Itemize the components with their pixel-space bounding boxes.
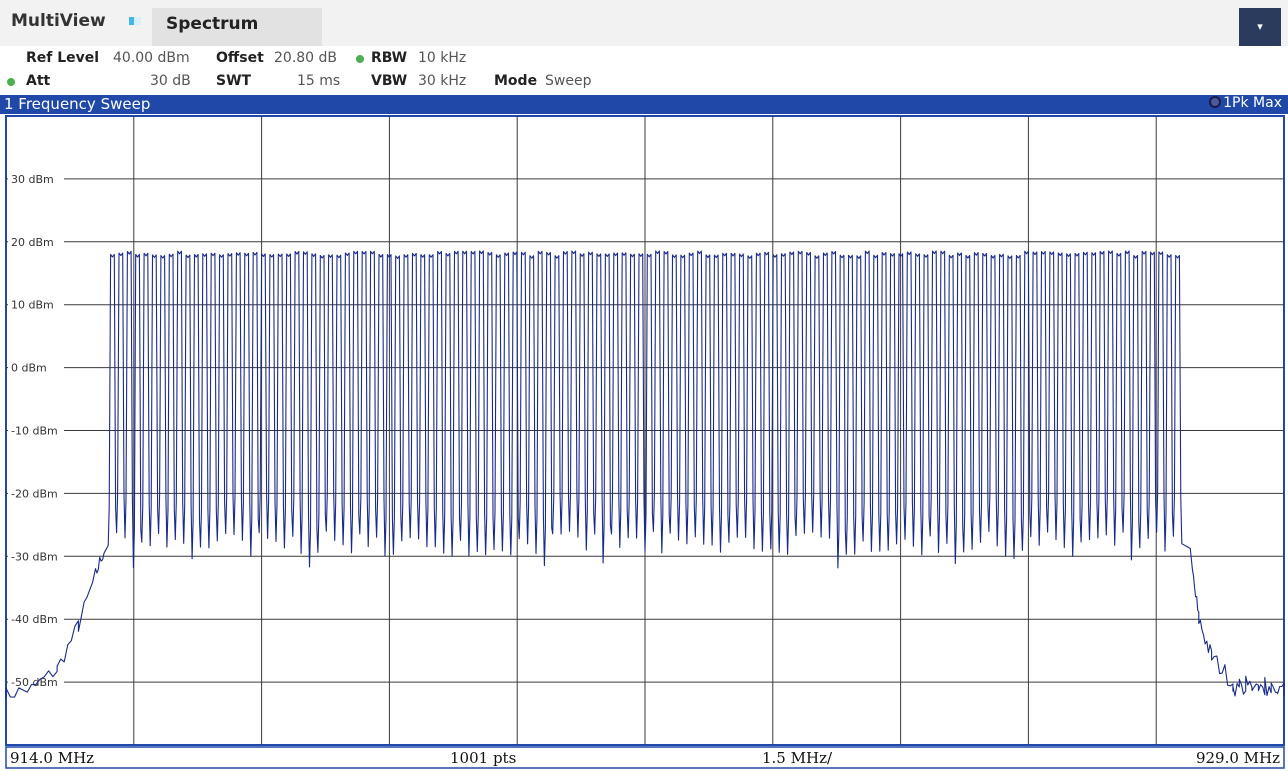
rbw-value[interactable]: 10 kHz — [418, 50, 467, 66]
y-tick-label: -20 dBm — [11, 487, 58, 500]
tick-label-bg — [8, 485, 64, 501]
ref-level-key: Ref Level — [26, 50, 100, 66]
offset-key: Offset — [216, 50, 264, 66]
mode-value[interactable]: Sweep — [545, 73, 592, 89]
y-tick-label: -50 dBm — [11, 676, 58, 689]
y-tick-label: 0 dBm — [11, 362, 47, 375]
tick-label-bg — [8, 170, 64, 186]
tick-label-bg — [8, 548, 64, 564]
y-tick-label: 30 dBm — [11, 173, 54, 186]
tick-label-bg — [8, 674, 64, 690]
top-toolbar: MultiView Spectrum ▾ — [0, 0, 1288, 46]
att-value[interactable]: 30 dB — [150, 73, 191, 89]
status-dot-icon — [7, 78, 15, 86]
y-tick-label: -10 dBm — [11, 425, 58, 438]
swt-key: SWT — [216, 73, 252, 89]
tick-label-bg — [8, 233, 64, 249]
trace-indicator[interactable]: 1Pk Max — [1209, 95, 1282, 111]
tab-spectrum[interactable]: Spectrum — [152, 8, 322, 46]
diagram-title: 1 Frequency Sweep — [4, 95, 151, 113]
mode-key: Mode — [494, 73, 538, 89]
y-tick-label: -30 dBm — [11, 550, 58, 563]
tick-label-bg — [8, 422, 64, 438]
y-tick-label: 20 dBm — [11, 236, 54, 249]
status-dot-icon — [356, 55, 364, 63]
y-tick-label: 10 dBm — [11, 299, 54, 312]
tick-label-bg — [8, 296, 64, 312]
multiview-window-icon[interactable] — [129, 17, 141, 25]
offset-value[interactable]: 20.80 dB — [274, 50, 338, 66]
trace-marker-icon — [1209, 96, 1222, 108]
settings-row-1: Ref Level 40.00 dBm Offset 20.80 dB RBW … — [0, 50, 1288, 70]
trace-label: 1Pk Max — [1223, 95, 1282, 111]
trace-1pk-max — [5, 250, 1285, 698]
y-tick-label: -40 dBm — [11, 613, 58, 626]
multiview-label[interactable]: MultiView — [11, 11, 106, 31]
chevron-down-icon: ▾ — [1257, 20, 1263, 33]
tick-label-bg — [8, 359, 64, 375]
footer-strip — [5, 746, 1285, 769]
rbw-key: RBW — [371, 50, 408, 66]
ref-level-value[interactable]: 40.00 dBm — [113, 50, 190, 66]
vbw-key: VBW — [371, 73, 408, 89]
tick-label-bg — [8, 611, 64, 627]
tab-spectrum-label: Spectrum — [166, 14, 259, 34]
spectrum-plot[interactable]: 30 dBm 20 dBm 10 dBm 0 dBm -10 dBm -20 dBm -30… — [0, 114, 1288, 771]
footer-points: 1001 pts — [450, 749, 516, 767]
swt-value[interactable]: 15 ms — [297, 73, 341, 89]
footer-start-frequency: 914.0 MHz — [10, 749, 94, 767]
att-key: Att — [26, 73, 51, 89]
diagram-header: 1 Frequency Sweep 1Pk Max — [0, 95, 1288, 114]
footer-span-per-div: 1.5 MHz/ — [762, 749, 833, 767]
vbw-value[interactable]: 30 kHz — [418, 73, 467, 89]
settings-row-2: Att 30 dB SWT 15 ms VBW 30 kHz Mode Swee… — [0, 73, 1288, 93]
spectrum-chart[interactable]: 30 dBm 20 dBm 10 dBm 0 dBm -10 dBm -20 dBm -30… — [0, 114, 1288, 771]
dropdown-button[interactable]: ▾ — [1239, 8, 1281, 46]
footer-stop-frequency: 929.0 MHz — [1196, 749, 1280, 767]
